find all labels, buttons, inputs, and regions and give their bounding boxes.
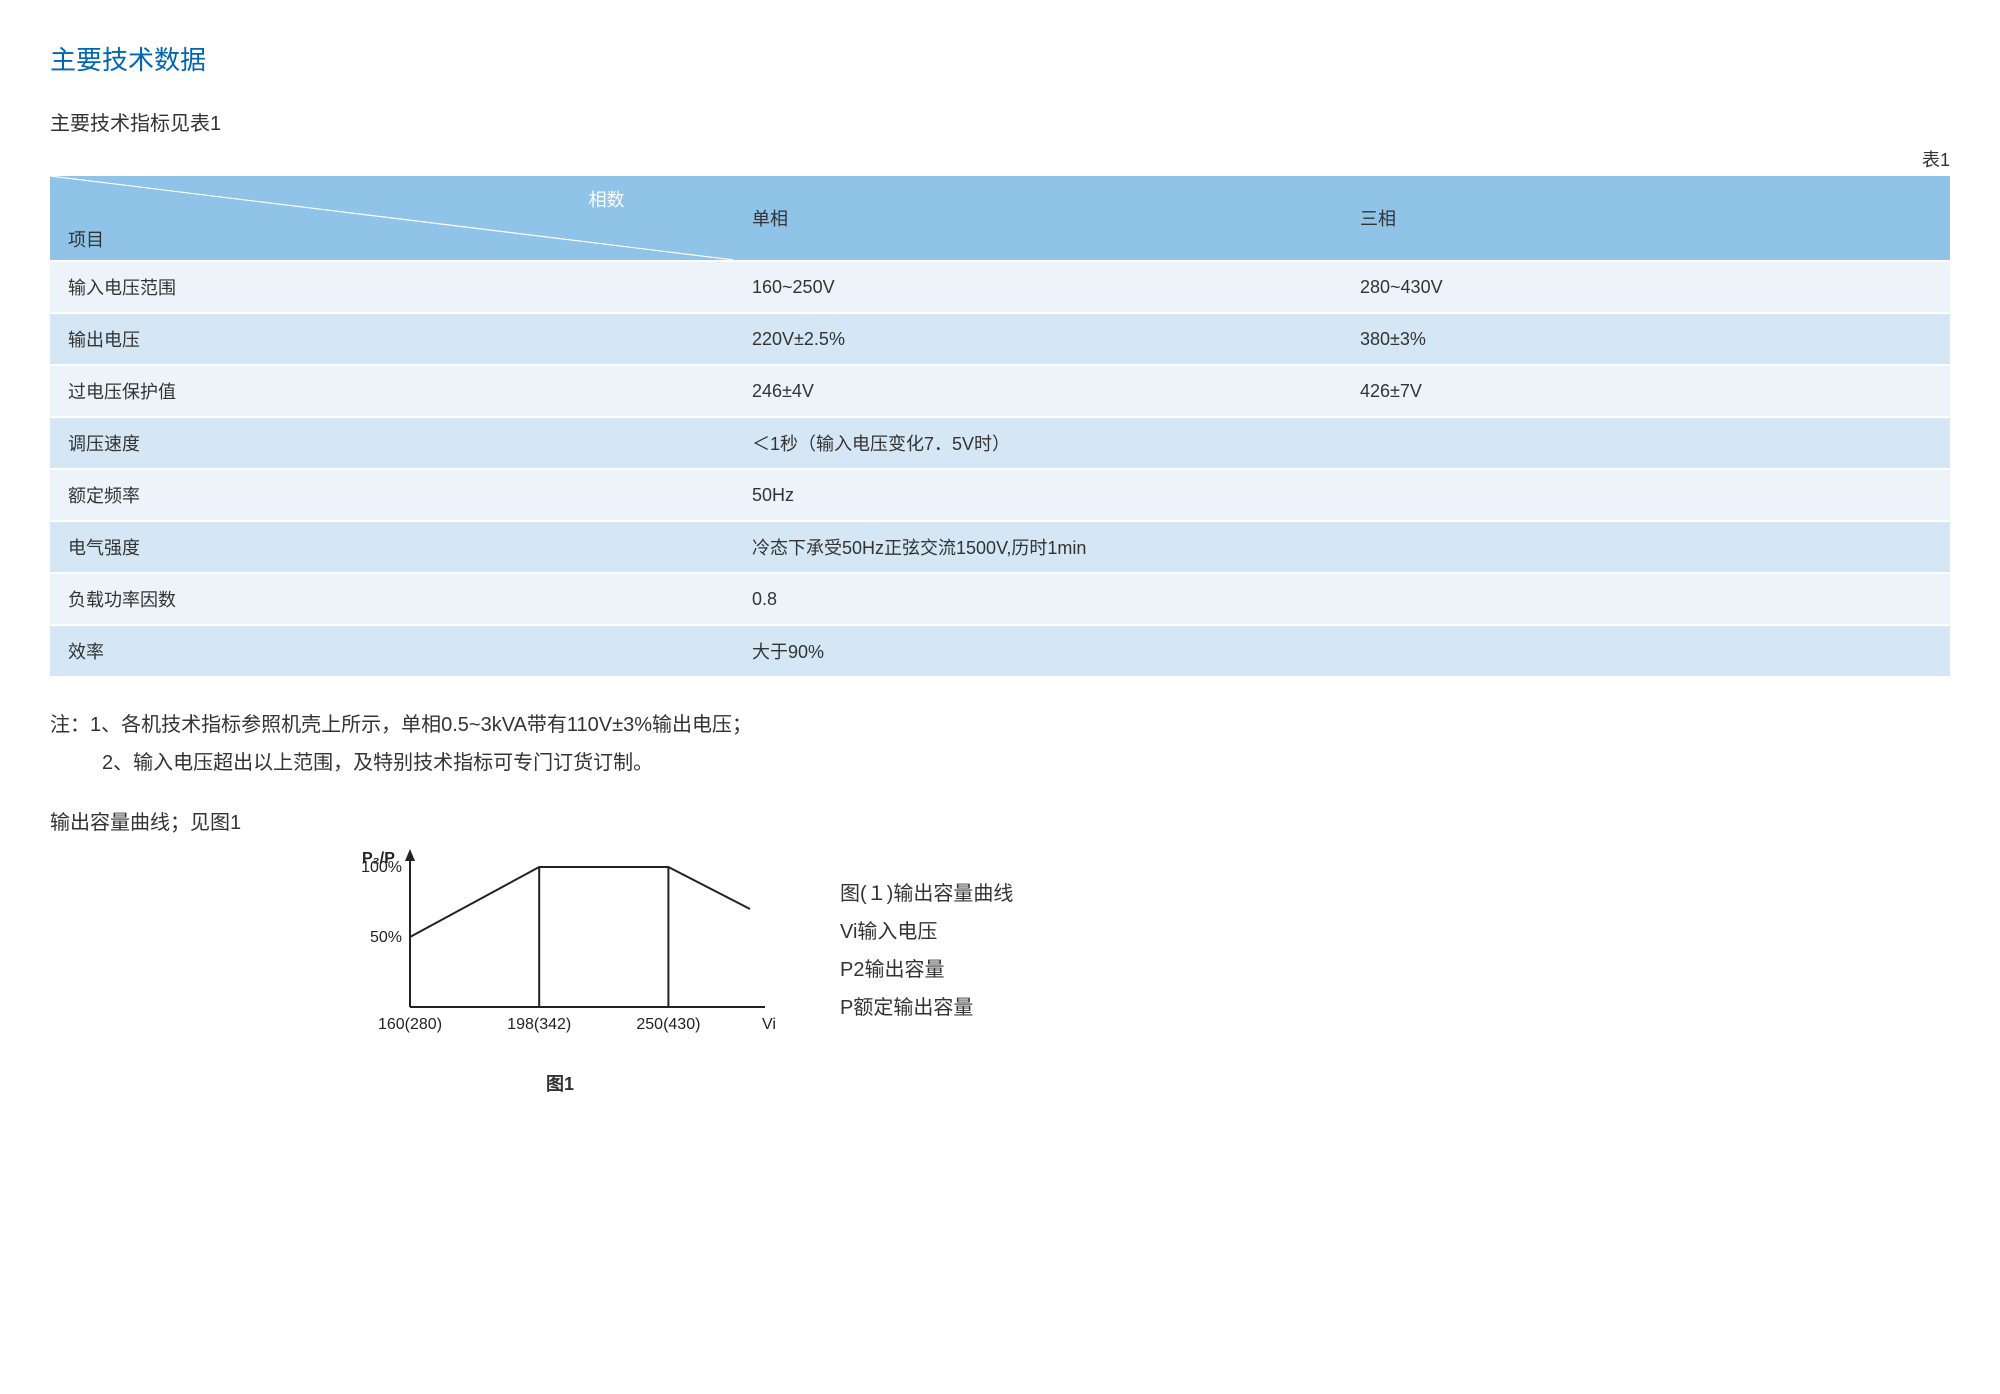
table-header-diagonal: 相数 项目 bbox=[50, 176, 734, 261]
table-row: 效率大于90% bbox=[50, 625, 1950, 677]
row-label: 输出电压 bbox=[50, 313, 734, 365]
row-value: ＜1秒（输入电压变化7．5V时） bbox=[734, 417, 1950, 469]
row-value: 0.8 bbox=[734, 573, 1950, 625]
legend-line-2: Vi输入电压 bbox=[840, 913, 1013, 951]
chart-caption: 图1 bbox=[340, 1070, 780, 1096]
chart-legend: 图(１)输出容量曲线 Vi输入电压 P2输出容量 P额定输出容量 bbox=[840, 875, 1013, 1027]
table-row: 负载功率因数0.8 bbox=[50, 573, 1950, 625]
chart-container: P₂/P50%100%160(280)198(342)250(430)Vi 图1 bbox=[340, 847, 780, 1096]
table-caption: 表1 bbox=[50, 146, 1950, 172]
legend-line-1: 图(１)输出容量曲线 bbox=[840, 875, 1013, 913]
row-value: 冷态下承受50Hz正弦交流1500V,历时1min bbox=[734, 521, 1950, 573]
svg-text:50%: 50% bbox=[370, 929, 402, 946]
table-row: 额定频率50Hz bbox=[50, 469, 1950, 521]
svg-text:Vi: Vi bbox=[762, 1016, 776, 1033]
row-value-three: 426±7V bbox=[1342, 365, 1950, 417]
row-label: 额定频率 bbox=[50, 469, 734, 521]
table-subtitle: 主要技术指标见表1 bbox=[50, 107, 1950, 136]
spec-table: 相数 项目 单相 三相 输入电压范围160~250V280~430V输出电压22… bbox=[50, 176, 1950, 678]
row-value: 50Hz bbox=[734, 469, 1950, 521]
row-value-single: 220V±2.5% bbox=[734, 313, 1342, 365]
row-value-single: 160~250V bbox=[734, 261, 1342, 313]
row-label: 效率 bbox=[50, 625, 734, 677]
row-label: 过电压保护值 bbox=[50, 365, 734, 417]
row-label: 调压速度 bbox=[50, 417, 734, 469]
svg-text:250(430): 250(430) bbox=[636, 1016, 700, 1033]
svg-text:160(280): 160(280) bbox=[378, 1016, 442, 1033]
table-row: 调压速度＜1秒（输入电压变化7．5V时） bbox=[50, 417, 1950, 469]
row-label: 输入电压范围 bbox=[50, 261, 734, 313]
header-single-phase: 单相 bbox=[734, 176, 1342, 261]
table-row: 输出电压220V±2.5%380±3% bbox=[50, 313, 1950, 365]
table-row: 过电压保护值246±4V426±7V bbox=[50, 365, 1950, 417]
section-title: 主要技术数据 bbox=[50, 40, 1950, 77]
output-capacity-chart: P₂/P50%100%160(280)198(342)250(430)Vi bbox=[340, 847, 780, 1057]
header-phase-label: 相数 bbox=[589, 186, 625, 212]
svg-text:198(342): 198(342) bbox=[507, 1016, 571, 1033]
svg-text:100%: 100% bbox=[361, 859, 402, 876]
chart-section-title: 输出容量曲线；见图1 bbox=[50, 806, 1950, 835]
legend-line-4: P额定输出容量 bbox=[840, 989, 1013, 1027]
header-three-phase: 三相 bbox=[1342, 176, 1950, 261]
table-row: 输入电压范围160~250V280~430V bbox=[50, 261, 1950, 313]
row-label: 负载功率因数 bbox=[50, 573, 734, 625]
note-2: 2、输入电压超出以上范围，及特别技术指标可专门订货订制。 bbox=[50, 744, 1950, 782]
header-item-label: 项目 bbox=[68, 226, 104, 252]
table-row: 电气强度冷态下承受50Hz正弦交流1500V,历时1min bbox=[50, 521, 1950, 573]
row-value: 大于90% bbox=[734, 625, 1950, 677]
row-label: 电气强度 bbox=[50, 521, 734, 573]
row-value-three: 380±3% bbox=[1342, 313, 1950, 365]
row-value-three: 280~430V bbox=[1342, 261, 1950, 313]
note-1: 注：1、各机技术指标参照机壳上所示，单相0.5~3kVA带有110V±3%输出电… bbox=[50, 706, 1950, 744]
notes-block: 注：1、各机技术指标参照机壳上所示，单相0.5~3kVA带有110V±3%输出电… bbox=[50, 706, 1950, 782]
legend-line-3: P2输出容量 bbox=[840, 951, 1013, 989]
row-value-single: 246±4V bbox=[734, 365, 1342, 417]
